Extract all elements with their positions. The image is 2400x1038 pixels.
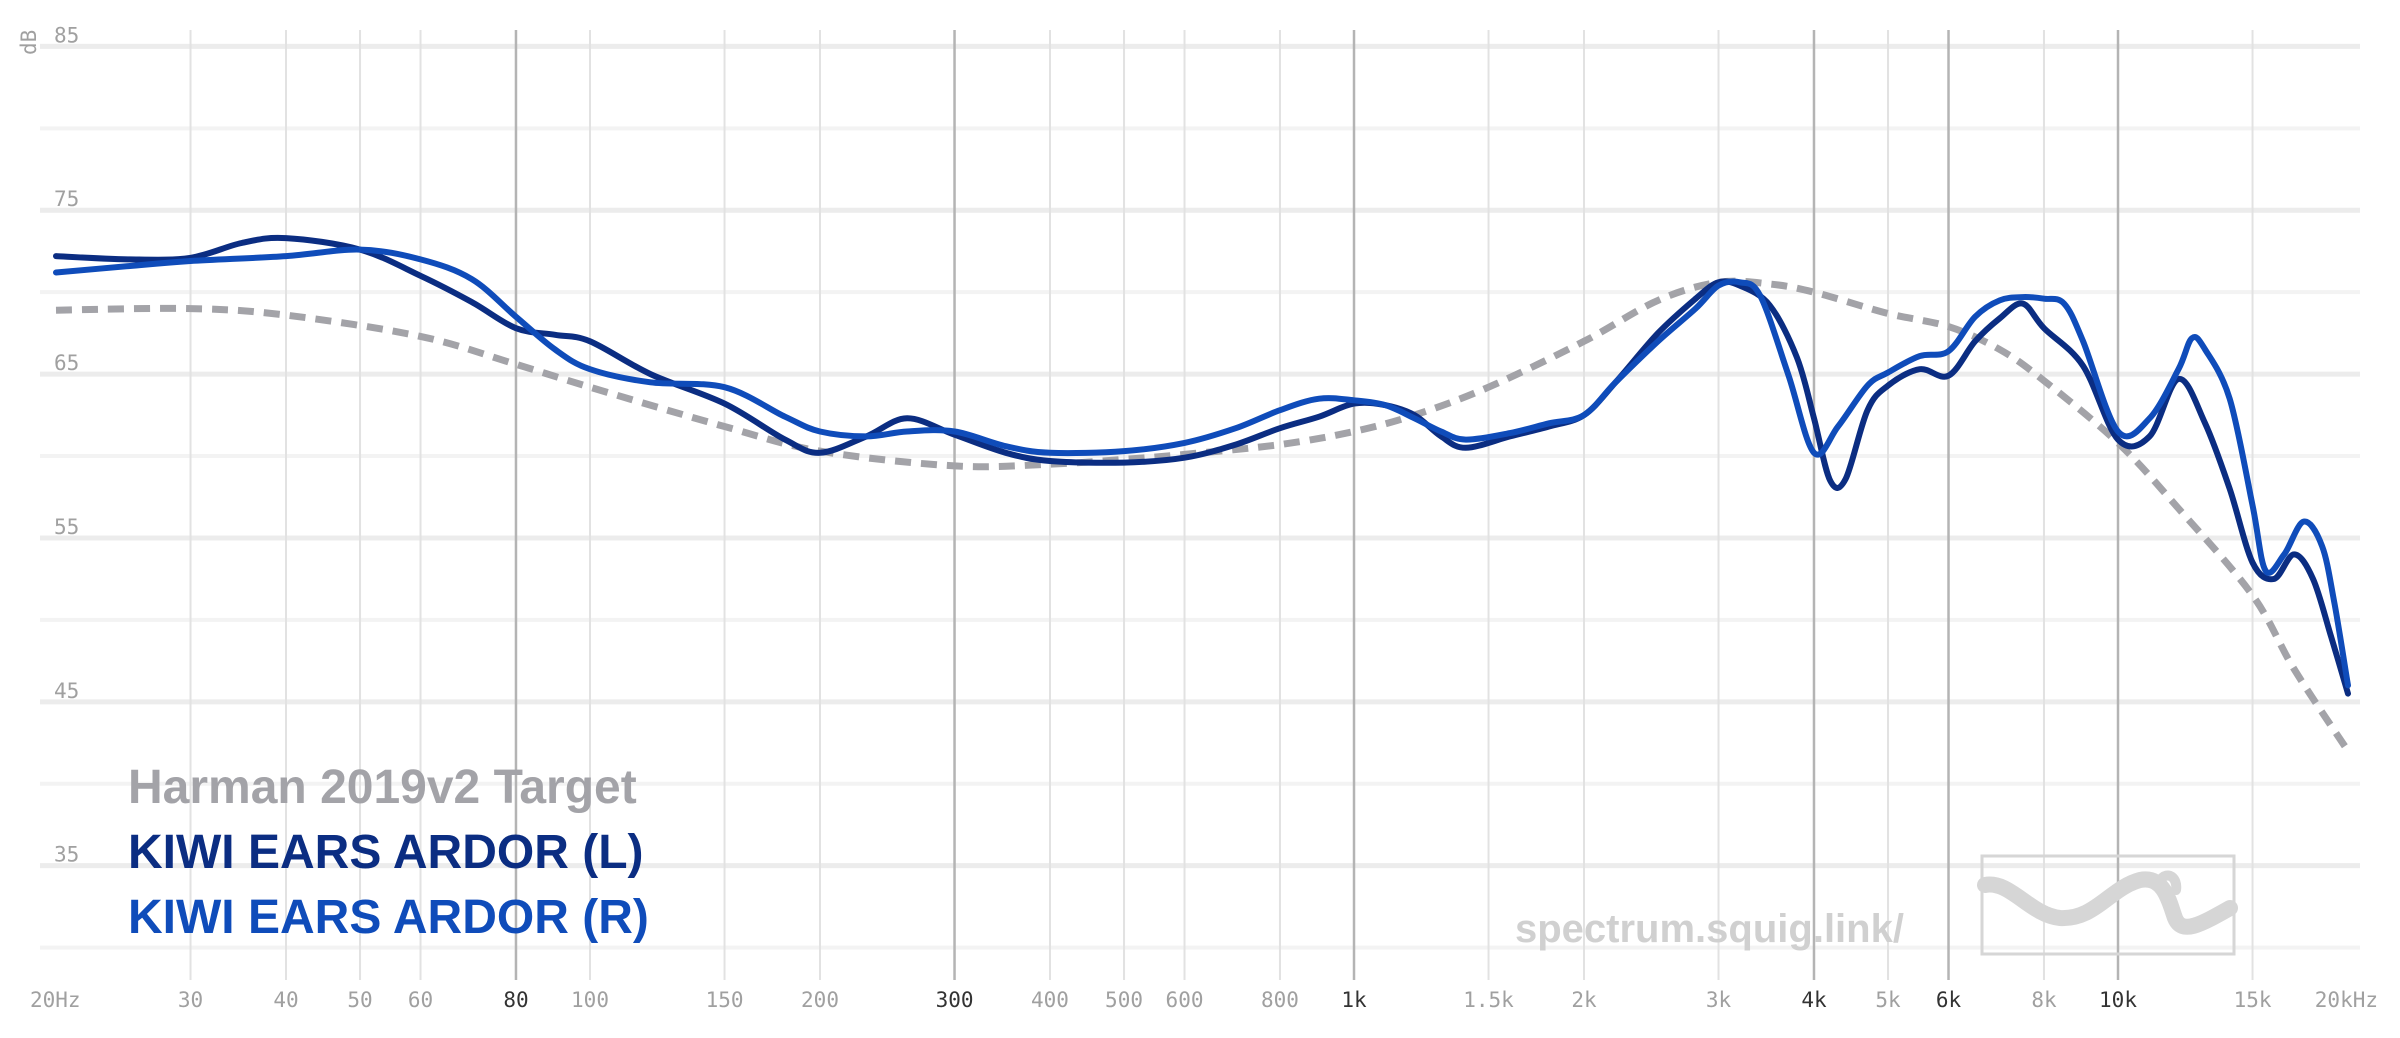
x-axis-labels: 20Hz 30 40 50 60 80 100 150 200 300 400 500 600 800 1k… (30, 988, 2378, 1012)
y-tick-label: 55 (54, 515, 79, 539)
x-tick-label: 1.5k (1463, 988, 1514, 1012)
x-tick-label: 2k (1571, 988, 1597, 1012)
legend-item-target: Harman 2019v2 Target (128, 761, 637, 814)
watermark-text: spectrum.squig.link/ (1515, 907, 1904, 951)
x-tick-label: 400 (1031, 988, 1069, 1012)
x-tick-label: 500 (1105, 988, 1143, 1012)
y-axis-title: dB (17, 30, 41, 55)
x-tick-label: 4k (1801, 988, 1827, 1012)
series-line-target (55, 277, 2351, 753)
x-tick-label: 60 (408, 988, 433, 1012)
x-tick-label: 1k (1341, 988, 1367, 1012)
legend-item-right: KIWI EARS ARDOR (R) (128, 891, 649, 944)
x-tick-label: 300 (936, 988, 974, 1012)
x-tick-label: 20kHz (2315, 988, 2378, 1012)
x-tick-label: 50 (347, 988, 372, 1012)
x-tick-label: 30 (178, 988, 203, 1012)
x-tick-label: 150 (706, 988, 744, 1012)
y-tick-label: 35 (54, 843, 79, 867)
x-tick-label: 800 (1261, 988, 1299, 1012)
x-tick-label: 8k (2031, 988, 2057, 1012)
y-tick-label: 85 (54, 23, 79, 47)
squig-logo-icon (1977, 854, 2238, 956)
legend-item-left: KIWI EARS ARDOR (L) (128, 826, 644, 879)
vertical-grid (189, 30, 2254, 980)
x-tick-label: 600 (1166, 988, 1204, 1012)
x-tick-label: 20Hz (30, 988, 81, 1012)
series-line-left (53, 234, 2351, 697)
horizontal-grid (40, 43, 2360, 950)
x-tick-label: 5k (1875, 988, 1901, 1012)
y-tick-label: 75 (54, 187, 79, 211)
series-layer (53, 234, 2351, 753)
watermark: spectrum.squig.link/ (1515, 854, 2238, 956)
x-tick-label: 40 (273, 988, 298, 1012)
x-tick-label: 100 (571, 988, 609, 1012)
x-tick-label: 15k (2234, 988, 2272, 1012)
x-tick-label: 3k (1706, 988, 1732, 1012)
x-tick-label: 200 (801, 988, 839, 1012)
x-tick-label: 6k (1936, 988, 1962, 1012)
x-tick-label: 10k (2099, 988, 2137, 1012)
series-line-right (53, 246, 2351, 689)
y-tick-label: 65 (54, 351, 79, 375)
y-tick-label: 45 (54, 679, 79, 703)
x-tick-label: 80 (503, 988, 528, 1012)
legend: Harman 2019v2 Target KIWI EARS ARDOR (L)… (128, 761, 649, 944)
y-axis-labels: 85 75 65 55 45 35 (54, 23, 79, 866)
